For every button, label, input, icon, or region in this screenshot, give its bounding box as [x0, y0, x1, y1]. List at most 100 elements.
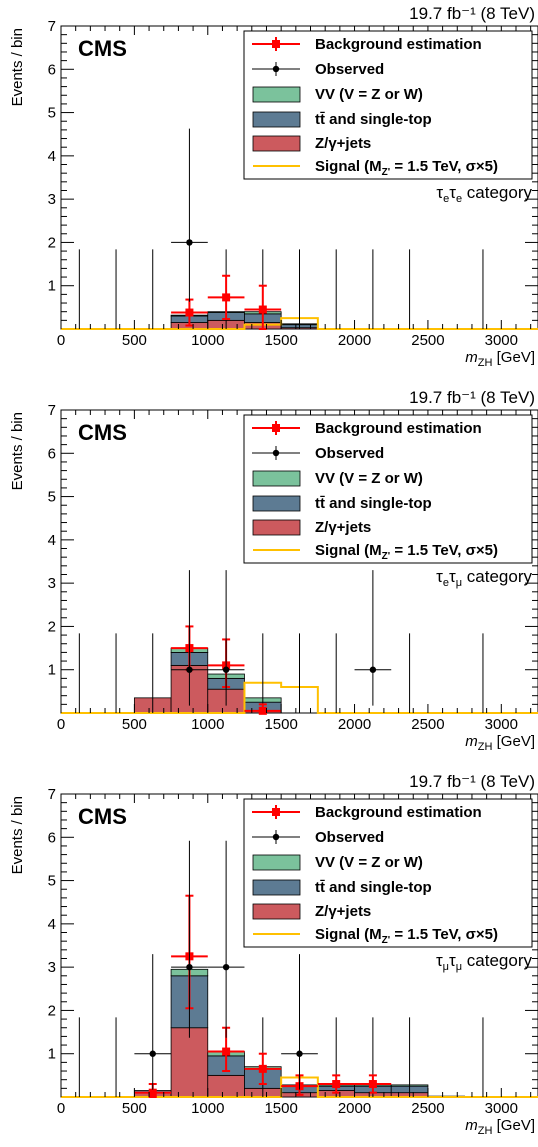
- x-tick-label: 500: [122, 332, 147, 349]
- x-tick-label: 0: [57, 1100, 65, 1117]
- bkg-marker: [332, 1080, 341, 1089]
- y-tick-label: 3: [48, 959, 56, 976]
- x-tick-label: 2000: [338, 1100, 371, 1117]
- legend-obs-marker: [272, 449, 280, 457]
- observed-point: [171, 128, 208, 302]
- legend-zj-label: Z/γ+jets: [315, 903, 371, 920]
- y-tick-label: 2: [48, 1002, 56, 1019]
- legend-obs-label: Observed: [315, 829, 384, 846]
- x-tick-label: 0: [57, 716, 65, 733]
- legend-zj-swatch: [252, 519, 301, 536]
- y-tick-label: 1: [48, 662, 56, 679]
- observed-point: [354, 570, 392, 706]
- legend-zj-swatch: [252, 135, 301, 152]
- y-tick-label: 6: [48, 829, 56, 846]
- observed-point: [207, 570, 245, 706]
- observed-point: [134, 954, 172, 1090]
- observed-marker: [186, 666, 193, 673]
- x-tick-label: 2500: [411, 716, 444, 733]
- signal-line: [61, 681, 538, 714]
- x-tick-label: 1500: [264, 716, 297, 733]
- x-tick-label: 3000: [485, 332, 518, 349]
- y-tick-label: 6: [48, 445, 56, 462]
- legend-box: [243, 414, 533, 564]
- x-tick-label: 3000: [485, 1100, 518, 1117]
- legend-vv-swatch: [252, 854, 301, 871]
- legend-obs-marker: [272, 833, 280, 841]
- x-tick-label: 1000: [191, 1100, 224, 1117]
- observed-point: [171, 570, 208, 706]
- lumi-label: 19.7 fb⁻¹ (8 TeV): [409, 4, 535, 23]
- bkg-marker: [258, 1064, 267, 1073]
- lumi-label: 19.7 fb⁻¹ (8 TeV): [409, 388, 535, 407]
- legend-vv-swatch: [252, 470, 301, 487]
- legend-zj-label: Z/γ+jets: [315, 519, 371, 536]
- legend-bkg-marker: [272, 40, 280, 48]
- chart-svg-1: 19.7 fb⁻¹ (8 TeV) 0 500 1000 1500 2000 2500 300…: [9, 4, 538, 369]
- observed-marker: [222, 963, 230, 971]
- y-tick-label: 4: [48, 148, 56, 165]
- x-tick-label: 1500: [264, 332, 297, 349]
- legend-box: [243, 30, 533, 180]
- y-tick-label: 7: [48, 786, 56, 803]
- x-tick-label: 3000: [485, 716, 518, 733]
- bkg-marker: [258, 706, 267, 715]
- category-label: τeτμ category: [436, 567, 532, 589]
- x-tick-label: 2000: [338, 332, 371, 349]
- zjets-bar: [207, 1074, 245, 1098]
- legend-tt-swatch: [252, 111, 301, 128]
- y-tick-label: 5: [48, 489, 56, 506]
- legend-bkg-marker: [272, 424, 280, 432]
- observed-marker: [186, 239, 193, 246]
- legend-signal-label: Signal (MZ' = 1.5 TeV, σ×5): [315, 542, 498, 562]
- x-tick-label: 500: [122, 1100, 147, 1117]
- observed-marker: [186, 963, 193, 971]
- bkg-estimation-point: [244, 1052, 282, 1086]
- cms-label: CMS: [78, 804, 127, 829]
- x-tick-label: 2000: [338, 716, 371, 733]
- y-tick-label: 7: [48, 402, 56, 419]
- legend-vv-label: VV (V = Z or W): [315, 854, 423, 871]
- x-tick-label: 500: [122, 716, 147, 733]
- chart-panel-3: 19.7 fb⁻¹ (8 TeV) 0 500 1000 1500 2000 2500 300…: [0, 768, 538, 1147]
- legend-tt-label: tt̄ and single-top: [315, 879, 432, 896]
- y-tick-label: 3: [48, 575, 56, 592]
- legend-vv-label: VV (V = Z or W): [315, 470, 423, 487]
- y-tick-label: 4: [48, 532, 56, 549]
- x-axis-label: mZH [GeV]: [465, 1117, 535, 1137]
- bkg-marker: [185, 308, 194, 317]
- x-tick-label: 1000: [191, 332, 224, 349]
- y-tick-label: 6: [48, 61, 56, 78]
- bkg-marker: [258, 305, 267, 314]
- legend-signal-label: Signal (MZ' = 1.5 TeV, σ×5): [315, 926, 498, 946]
- x-tick-label: 2500: [411, 1100, 444, 1117]
- bkg-marker: [222, 293, 231, 302]
- legend-obs-label: Observed: [315, 61, 384, 78]
- lumi-label: 19.7 fb⁻¹ (8 TeV): [409, 772, 535, 791]
- bkg-marker: [368, 1080, 377, 1089]
- y-tick-label: 5: [48, 873, 56, 890]
- x-tick-label: 0: [57, 332, 65, 349]
- y-tick-label: 5: [48, 105, 56, 122]
- legend-tt-swatch: [252, 879, 301, 896]
- x-axis-label: mZH [GeV]: [465, 733, 535, 753]
- cms-label: CMS: [78, 420, 127, 445]
- bkg-estimation-point: [207, 274, 245, 321]
- cms-label: CMS: [78, 36, 127, 61]
- y-tick-label: 1: [48, 278, 56, 295]
- x-tick-label: 1500: [264, 1100, 297, 1117]
- zjets-bar: [170, 1027, 209, 1098]
- signal-line: [61, 317, 538, 330]
- observed-point: [207, 840, 245, 1038]
- legend-signal-label: Signal (MZ' = 1.5 TeV, σ×5): [315, 158, 498, 178]
- y-tick-label: 4: [48, 916, 56, 933]
- bkg-marker: [148, 1088, 157, 1097]
- observed-point: [281, 954, 318, 1090]
- legend-bkg-marker: [272, 808, 280, 816]
- legend-zj-swatch: [252, 903, 301, 920]
- bkg-estimation-point: [244, 284, 282, 330]
- legend-vv-label: VV (V = Z or W): [315, 86, 423, 103]
- x-axis-label: mZH [GeV]: [465, 349, 535, 369]
- bkg-estimation-point: [354, 1074, 392, 1094]
- y-tick-label: 2: [48, 234, 56, 251]
